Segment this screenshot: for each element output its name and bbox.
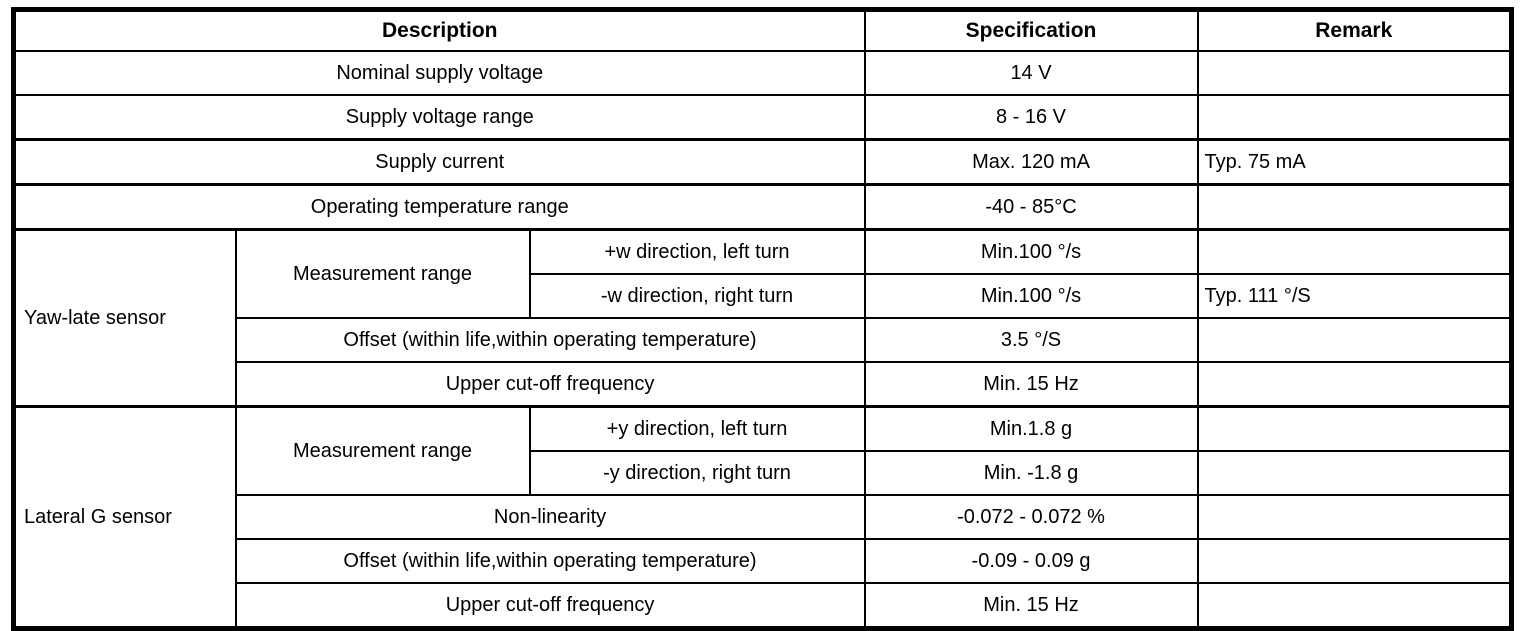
cell-specification: -0.09 - 0.09 g (863, 538, 1199, 584)
cell-specification: -40 - 85°C (863, 183, 1199, 231)
header-description: Description (12, 8, 866, 52)
table-header-row: Description Specification Remark (12, 8, 1513, 52)
table-row: Non-linearity -0.072 - 0.072 % (14, 494, 1513, 540)
cell-specification: 14 V (863, 50, 1199, 96)
table-row: Supply voltage range 8 - 16 V (12, 94, 1513, 141)
cell-specification: Min.1.8 g (863, 405, 1199, 452)
cell-measurement-range: Measurement range (234, 405, 531, 496)
cell-remark (1196, 450, 1513, 496)
cell-specification: Min.100 °/s (863, 228, 1199, 275)
cell-specification: 8 - 16 V (863, 94, 1199, 141)
cell-description: Offset (within life,within operating tem… (234, 317, 866, 363)
cell-description: Operating temperature range (12, 183, 866, 231)
cell-remark (1196, 228, 1513, 275)
cell-description: +w direction, left turn (528, 228, 866, 275)
cell-specification: Min.100 °/s (863, 273, 1199, 319)
cell-remark (1196, 317, 1513, 363)
table-row: Lateral G sensor Measurement range +y di… (12, 405, 1513, 630)
cell-remark (1196, 538, 1513, 584)
cell-sensor-name: Lateral G sensor (12, 405, 237, 630)
table-row: -y direction, right turn Min. -1.8 g (14, 450, 1513, 496)
cell-description: Non-linearity (234, 494, 866, 540)
scanned-spec-document: Description Specification Remark Nominal… (11, 7, 1515, 631)
cell-remark (1196, 50, 1513, 96)
cell-remark: Typ. 75 mA (1196, 138, 1513, 186)
cell-description: +y direction, left turn (528, 405, 866, 452)
table-row: -w direction, right turn Min.100 °/s Typ… (14, 273, 1513, 319)
cell-description: Supply current (12, 138, 866, 186)
cell-description: Supply voltage range (12, 94, 866, 141)
table-row: Yaw-late sensor Measurement range +w dir… (12, 228, 1513, 408)
table-row: Supply current Max. 120 mA Typ. 75 mA (12, 138, 1513, 186)
cell-remark (1196, 361, 1513, 408)
header-specification: Specification (863, 8, 1199, 52)
cell-remark (1196, 494, 1513, 540)
cell-description: Upper cut-off frequency (234, 361, 866, 408)
header-remark: Remark (1196, 8, 1513, 52)
cell-remark (1196, 183, 1513, 231)
cell-specification: Max. 120 mA (863, 138, 1199, 186)
cell-description: Offset (within life,within operating tem… (234, 538, 866, 584)
sensor-specification-table: Description Specification Remark Nominal… (11, 7, 1515, 631)
table-row: Operating temperature range -40 - 85°C (12, 183, 1513, 231)
table-row: Offset (within life,within operating tem… (14, 317, 1513, 363)
cell-remark (1196, 405, 1513, 452)
cell-remark: Typ. 111 °/S (1196, 273, 1513, 319)
table-row: Nominal supply voltage 14 V (12, 50, 1513, 96)
table-row: Upper cut-off frequency Min. 15 Hz (14, 361, 1513, 408)
cell-description: Nominal supply voltage (12, 50, 866, 96)
cell-measurement-range: Measurement range (234, 228, 531, 319)
cell-specification: Min. -1.8 g (863, 450, 1199, 496)
cell-specification: Min. 15 Hz (863, 361, 1199, 408)
table-row: Offset (within life,within operating tem… (14, 538, 1513, 584)
cell-sensor-name: Yaw-late sensor (12, 228, 237, 408)
cell-description: -y direction, right turn (528, 450, 866, 496)
cell-specification: -0.072 - 0.072 % (863, 494, 1199, 540)
cell-description: -w direction, right turn (528, 273, 866, 319)
cell-specification: 3.5 °/S (863, 317, 1199, 363)
cell-remark (1196, 94, 1513, 141)
